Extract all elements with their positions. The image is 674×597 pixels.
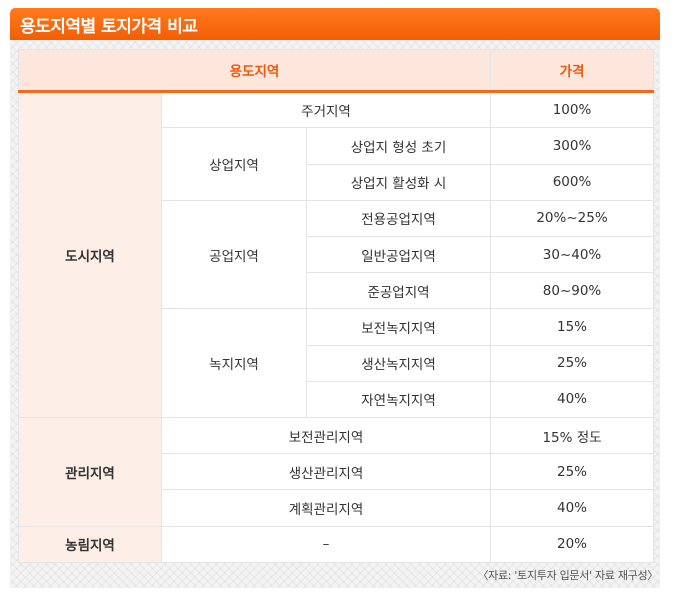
table-row: 녹지지역 보전녹지지역 15% [19, 308, 655, 419]
sub-zone: – [160, 525, 492, 564]
land-price-table: 용도지역 가격 도시지역 주거지역 100% 상업지역 상업지 형성 초기 30… [17, 48, 655, 564]
zone-green: 녹지지역 [161, 308, 307, 419]
table-row: 일반공업지역 30~40% [19, 236, 655, 274]
category-management: 관리지역 [18, 417, 162, 527]
price-cell: 600% [490, 163, 655, 201]
table-row: 준공업지역 80~90% [19, 272, 655, 310]
sub-zone: 준공업지역 [305, 272, 492, 310]
table-row: 공업지역 전용공업지역 20%~25% [19, 199, 655, 310]
sub-zone: 생산관리지역 [160, 453, 492, 491]
price-cell: 25% [490, 453, 655, 491]
sub-zone: 보전녹지지역 [305, 308, 492, 346]
price-cell: 25% [490, 344, 655, 382]
price-cell: 40% [490, 489, 655, 527]
sub-zone: 자연녹지지역 [305, 380, 492, 419]
sub-zone: 보전관리지역 [160, 417, 492, 455]
sub-zone: 일반공업지역 [305, 236, 492, 274]
price-cell: 80~90% [490, 272, 655, 310]
table-row: 상업지역 상업지 형성 초기 300% [19, 127, 655, 201]
table-row: 생산관리지역 25% [19, 453, 655, 491]
price-cell: 40% [490, 380, 655, 419]
table-row: 농림지역 – 20% [18, 525, 655, 564]
page-title: 용도지역별 토지가격 비교 [20, 16, 198, 37]
title-bar: 용도지역별 토지가격 비교 [10, 8, 660, 40]
price-cell: 30~40% [490, 236, 655, 274]
table-row: 도시지역 주거지역 100% [18, 91, 655, 419]
price-cell: 15% 정도 [490, 417, 655, 455]
category-agricultural: 농림지역 [18, 525, 162, 564]
table-row: 관리지역 보전관리지역 15% 정도 [18, 417, 655, 527]
table-row: 계획관리지역 40% [19, 489, 655, 527]
category-urban: 도시지역 [18, 91, 162, 419]
table-row: 생산녹지지역 25% [19, 344, 655, 382]
price-cell: 20%~25% [490, 199, 655, 238]
source-note: 〈자료: '토지투자 입문서' 자료 재구성〉 [477, 569, 658, 582]
price-cell: 15% [490, 308, 655, 346]
header-price: 가격 [490, 48, 655, 94]
price-cell: 20% [490, 525, 655, 564]
table-panel: 용도지역 가격 도시지역 주거지역 100% 상업지역 상업지 형성 초기 30… [10, 40, 660, 588]
price-residential: 100% [490, 91, 655, 129]
sub-zone: 계획관리지역 [160, 489, 492, 527]
header-zone: 용도지역 [17, 48, 492, 94]
table-row: 자연녹지지역 40% [19, 380, 655, 419]
sub-zone: 상업지 활성화 시 [305, 163, 492, 201]
table-row: 상업지 활성화 시 600% [19, 163, 655, 201]
zone-residential: 주거지역 [160, 91, 492, 129]
sub-zone: 상업지 형성 초기 [305, 127, 492, 165]
sub-zone: 생산녹지지역 [305, 344, 492, 382]
zone-commercial: 상업지역 [161, 127, 307, 201]
zone-industrial: 공업지역 [161, 199, 307, 310]
sub-zone: 전용공업지역 [305, 199, 492, 238]
table-header-row: 용도지역 가격 [17, 48, 655, 94]
price-cell: 300% [490, 127, 655, 165]
